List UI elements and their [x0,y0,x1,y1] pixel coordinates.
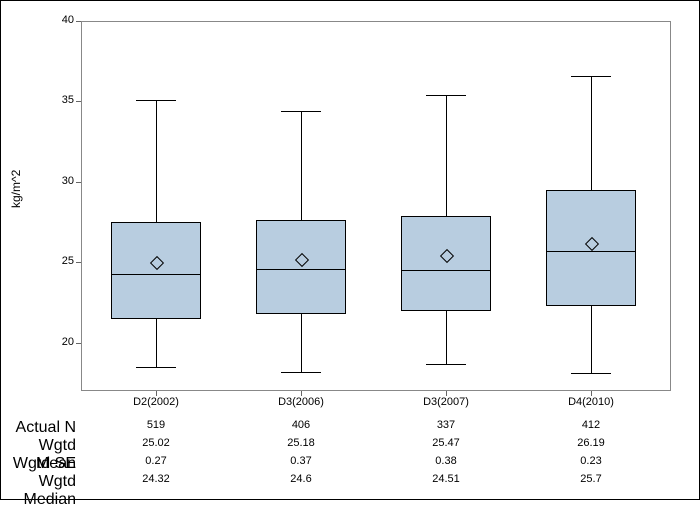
x-category-label: D3(2006) [251,396,351,408]
chart-container: kg/m^2 20 25 30 35 40 D2(2002) D3(2006) D3(2007… [0,0,700,500]
y-tick-label: 30 [44,175,74,187]
y-tick [76,262,81,263]
stats-value: 24.32 [106,473,206,485]
y-tick-label: 35 [44,94,74,106]
y-tick [76,182,81,183]
stats-value: 25.02 [106,437,206,449]
stats-value: 412 [541,419,641,431]
stats-value: 0.23 [541,455,641,467]
y-tick [76,343,81,344]
whisker-cap-lower [281,372,321,373]
x-category-label: D2(2002) [106,396,206,408]
y-tick [76,101,81,102]
stats-value: 25.7 [541,473,641,485]
whisker-upper [156,100,157,222]
stats-value: 406 [251,419,351,431]
box [401,216,491,311]
stats-value: 25.47 [396,437,496,449]
median-line [401,270,491,271]
whisker-cap-lower [426,364,466,365]
stats-value: 24.51 [396,473,496,485]
y-axis-label: kg/m^2 [9,170,23,208]
stats-value: 24.6 [251,473,351,485]
y-tick [76,21,81,22]
x-category-label: D4(2010) [541,396,641,408]
whisker-cap-upper [281,111,321,112]
whisker-cap-upper [136,100,176,101]
stats-row-label: Wgtd Median [6,473,76,509]
median-line [256,269,346,270]
y-tick-label: 25 [44,255,74,267]
whisker-cap-lower [571,373,611,374]
y-tick-label: 40 [44,14,74,26]
box [111,222,201,319]
stats-value: 337 [396,419,496,431]
stats-row-label: Wgtd SE [6,455,76,473]
stats-value: 0.38 [396,455,496,467]
y-tick-label: 20 [44,336,74,348]
x-category-label: D3(2007) [396,396,496,408]
stats-value: 0.37 [251,455,351,467]
whisker-upper [301,111,302,220]
whisker-cap-lower [136,367,176,368]
median-line [111,274,201,275]
whisker-upper [591,76,592,190]
whisker-lower [591,306,592,374]
stats-value: 519 [106,419,206,431]
whisker-lower [156,319,157,367]
whisker-lower [301,314,302,372]
box [256,220,346,313]
whisker-lower [446,311,447,364]
whisker-cap-upper [571,76,611,77]
whisker-upper [446,95,447,216]
stats-row-label: Actual N [6,419,76,437]
stats-value: 25.18 [251,437,351,449]
median-line [546,251,636,252]
whisker-cap-upper [426,95,466,96]
stats-value: 0.27 [106,455,206,467]
stats-value: 26.19 [541,437,641,449]
